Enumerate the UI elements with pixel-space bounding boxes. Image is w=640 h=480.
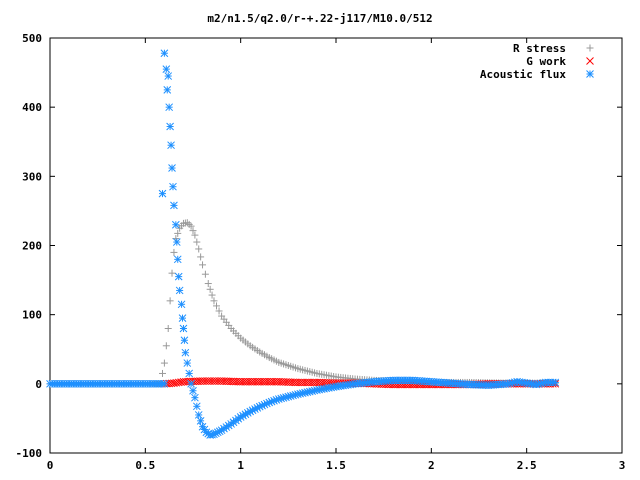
data-point <box>199 261 207 269</box>
data-point <box>187 222 195 230</box>
y-tick-label: 500 <box>22 32 42 45</box>
data-point <box>215 307 223 315</box>
data-point <box>173 255 182 264</box>
y-tick-label: 400 <box>22 101 42 114</box>
data-point <box>208 291 216 299</box>
series-r-stress <box>46 219 559 388</box>
data-point <box>162 342 170 350</box>
data-point <box>194 411 203 419</box>
legend-label: G work <box>526 55 566 68</box>
data-point <box>166 122 174 131</box>
data-point <box>195 245 203 253</box>
data-point <box>179 324 188 333</box>
data-point <box>170 248 178 256</box>
x-tick-label: 2.5 <box>517 459 537 472</box>
data-point <box>158 369 166 377</box>
data-point <box>177 300 186 309</box>
data-point <box>166 297 174 305</box>
y-tick-label: 0 <box>35 378 42 391</box>
data-point <box>174 229 182 237</box>
y-tick-label: 200 <box>22 240 42 253</box>
data-point <box>191 393 199 402</box>
x-tick-label: 0 <box>47 459 54 472</box>
data-point <box>210 297 218 305</box>
legend-marker <box>586 57 594 65</box>
data-point <box>172 238 181 246</box>
data-point <box>158 189 167 198</box>
data-point <box>196 416 205 425</box>
data-point <box>217 426 226 435</box>
data-point <box>160 379 169 388</box>
data-point <box>191 231 199 239</box>
data-point <box>165 103 174 112</box>
data-point <box>169 182 177 191</box>
x-tick-label: 1 <box>237 459 244 472</box>
data-point <box>206 285 214 293</box>
data-point <box>171 220 180 229</box>
legend-label: Acoustic flux <box>480 68 566 81</box>
legend-marker <box>586 70 594 78</box>
data-point <box>183 359 192 367</box>
data-point <box>163 86 172 94</box>
data-point <box>168 269 176 277</box>
x-tick-label: 1.5 <box>326 459 346 472</box>
data-point <box>181 348 190 357</box>
y-tick-label: -100 <box>16 447 43 460</box>
data-point <box>164 72 173 80</box>
x-tick-label: 3 <box>619 459 626 472</box>
data-point <box>551 378 560 387</box>
data-point <box>197 253 205 261</box>
data-point <box>160 359 168 367</box>
x-tick-label: 0.5 <box>135 459 155 472</box>
legend-marker <box>586 44 594 52</box>
data-point <box>170 201 178 210</box>
y-tick-label: 300 <box>22 170 42 183</box>
y-tick-label: 100 <box>22 309 42 322</box>
data-point <box>213 302 221 310</box>
x-tick-label: 2 <box>428 459 435 472</box>
legend-label: R stress <box>513 42 566 55</box>
data-point <box>189 227 197 235</box>
data-point <box>178 314 187 322</box>
data-point <box>168 164 176 172</box>
chart-title: m2/n1.5/q2.0/r-+.22-j117/M10.0/512 <box>207 12 432 25</box>
data-point <box>192 402 201 411</box>
plot-frame <box>49 37 623 454</box>
data-point <box>189 386 197 395</box>
plot-area <box>46 49 560 439</box>
data-point <box>174 272 183 281</box>
data-point <box>162 65 171 73</box>
data-point <box>175 286 184 295</box>
data-point <box>167 141 175 150</box>
data-point <box>193 238 201 246</box>
data-point <box>183 219 191 227</box>
data-point <box>164 325 172 332</box>
axes-ticks: 0 0.5 1 1.5 2 2.5 3 -100 0 100 200 300 400 500 <box>16 32 626 472</box>
data-point <box>180 336 189 345</box>
data-point <box>204 280 212 288</box>
data-point <box>201 270 209 278</box>
data-point <box>185 369 194 378</box>
series-acoustic-flux <box>46 49 560 439</box>
data-point <box>185 220 193 228</box>
data-point <box>187 379 195 388</box>
data-point <box>160 49 169 58</box>
